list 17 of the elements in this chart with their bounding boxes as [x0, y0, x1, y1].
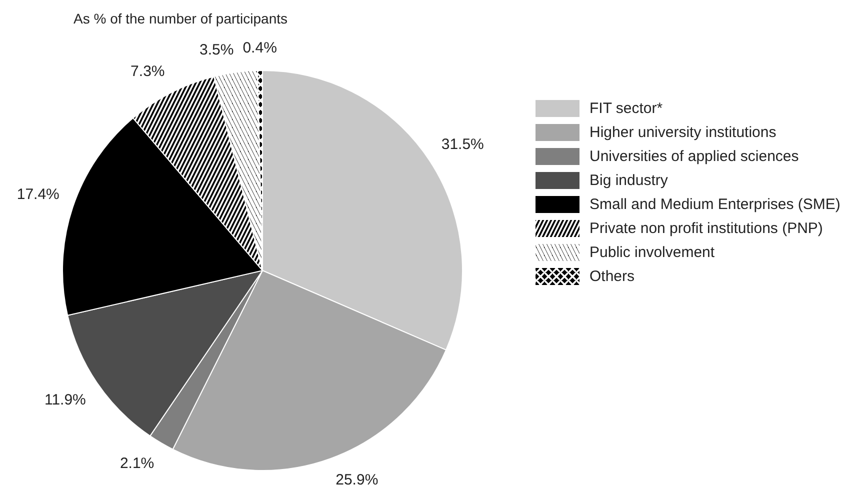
legend-label: Universities of applied sciences: [590, 148, 799, 165]
legend-label: Big industry: [590, 172, 668, 189]
legend-label: Others: [590, 268, 635, 285]
data-label: 31.5%: [441, 136, 484, 154]
data-label: 11.9%: [44, 391, 86, 408]
chart-title: As % of the number of participants: [74, 10, 288, 26]
data-label: 0.4%: [242, 40, 277, 57]
legend-label: Public involvement: [590, 244, 716, 261]
data-label: 3.5%: [199, 41, 234, 58]
data-label: 7.3%: [130, 63, 165, 80]
data-label: 17.4%: [16, 186, 60, 204]
data-label: 25.9%: [336, 472, 378, 489]
legend-label: Higher university institutions: [590, 124, 776, 141]
data-label: 2.1%: [120, 455, 154, 472]
legend-label: FIT sector*: [590, 100, 663, 117]
legend-label: Small and Medium Enterprises (SME): [590, 196, 840, 213]
legend-label: Private non profit institutions (PNP): [590, 220, 823, 237]
